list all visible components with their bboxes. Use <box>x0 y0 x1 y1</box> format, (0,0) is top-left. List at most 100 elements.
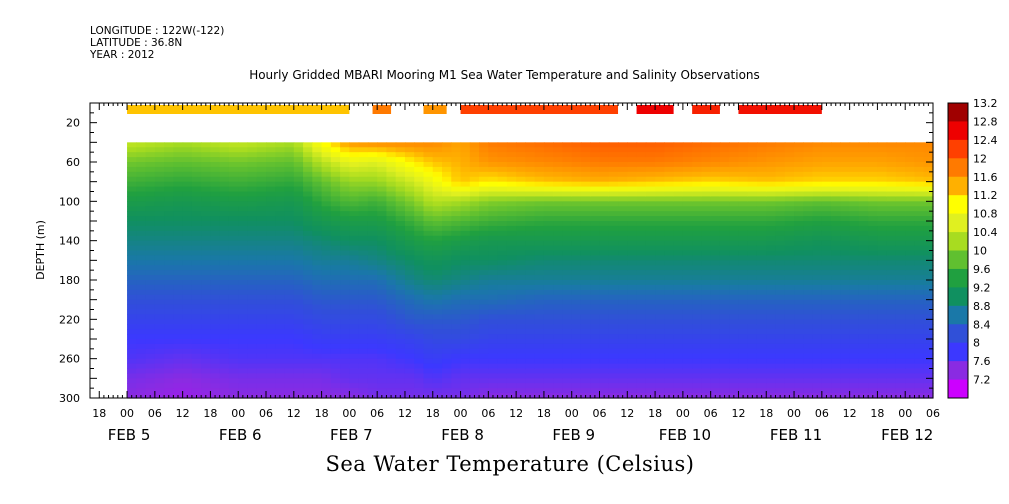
temperature-cell <box>710 353 721 360</box>
temperature-cell <box>636 245 647 252</box>
temperature-cell <box>358 176 369 183</box>
temperature-cell <box>182 309 193 316</box>
temperature-cell <box>442 191 452 198</box>
temperature-cell <box>516 280 526 286</box>
temperature-cell <box>506 304 517 311</box>
temperature-cell <box>701 260 712 266</box>
temperature-cell <box>395 221 406 227</box>
temperature-cell <box>877 368 888 375</box>
temperature-cell <box>636 255 647 261</box>
temperature-cell <box>877 230 888 237</box>
temperature-cell <box>858 299 869 306</box>
temperature-cell <box>553 363 564 370</box>
temperature-cell <box>655 196 665 202</box>
temperature-cell <box>191 339 202 345</box>
temperature-cell <box>803 157 814 163</box>
temperature-cell <box>423 211 434 217</box>
temperature-cell <box>803 221 814 227</box>
temperature-cell <box>655 250 665 257</box>
temperature-cell <box>266 191 276 198</box>
temperature-cell <box>525 314 536 320</box>
temperature-cell <box>330 324 341 330</box>
temperature-cell <box>627 152 638 158</box>
temperature-cell <box>210 216 221 222</box>
temperature-cell <box>599 358 610 365</box>
temperature-cell <box>914 373 925 379</box>
temperature-cell <box>330 275 341 281</box>
temperature-cell <box>729 284 740 291</box>
temperature-cell <box>562 191 573 198</box>
temperature-cell <box>701 334 712 340</box>
temperature-cell <box>914 201 925 207</box>
temperature-cell <box>618 157 628 163</box>
temperature-cell <box>710 373 721 379</box>
temperature-cell <box>525 329 536 335</box>
temperature-cell <box>136 358 147 365</box>
temperature-cell <box>497 388 508 394</box>
temperature-cell <box>275 250 286 257</box>
temperature-cell <box>238 186 249 193</box>
temperature-cell <box>580 142 591 148</box>
temperature-cell <box>516 388 526 394</box>
temperature-cell <box>655 201 665 207</box>
temperature-cell <box>349 166 360 173</box>
temperature-cell <box>247 152 258 158</box>
temperature-cell <box>460 309 471 316</box>
temperature-cell <box>794 240 804 247</box>
latitude-label: LATITUDE : 36.8N <box>90 37 183 49</box>
temperature-cell <box>756 260 767 266</box>
temperature-cell <box>210 299 221 306</box>
temperature-cell <box>173 304 184 311</box>
temperature-cell <box>275 280 286 286</box>
temperature-cell <box>210 339 221 345</box>
temperature-cell <box>238 280 249 286</box>
temperature-cell <box>284 206 295 212</box>
temperature-cell <box>266 334 276 340</box>
temperature-cell <box>868 383 879 389</box>
temperature-cell <box>710 329 721 335</box>
temperature-cell <box>423 216 434 222</box>
temperature-cell <box>590 206 601 212</box>
temperature-cell <box>275 299 286 306</box>
temperature-cell <box>182 304 193 311</box>
temperature-cell <box>275 206 286 212</box>
temperature-cell <box>738 275 749 281</box>
temperature-cell <box>247 176 258 183</box>
temperature-cell <box>784 334 795 340</box>
temperature-cell <box>404 216 415 222</box>
temperature-cell <box>479 299 489 306</box>
temperature-cell <box>664 186 675 193</box>
temperature-cell <box>145 171 156 178</box>
temperature-cell <box>395 284 406 291</box>
temperature-cell <box>423 230 434 237</box>
temperature-cell <box>553 378 564 384</box>
temperature-cell <box>173 348 184 355</box>
temperature-cell <box>497 378 508 384</box>
temperature-cell <box>238 211 249 217</box>
temperature-cell <box>525 368 536 375</box>
temperature-cell <box>358 240 369 247</box>
temperature-cell <box>784 201 795 207</box>
temperature-cell <box>479 280 489 286</box>
temperature-cell <box>645 373 656 379</box>
temperature-cell <box>710 240 721 247</box>
temperature-cell <box>682 304 693 311</box>
temperature-cell <box>404 348 415 355</box>
temperature-cell <box>895 176 906 183</box>
temperature-cell <box>543 225 554 232</box>
temperature-cell <box>303 152 313 158</box>
temperature-cell <box>886 250 897 257</box>
temperature-cell <box>330 289 341 296</box>
temperature-cell <box>330 358 341 365</box>
temperature-cell <box>201 353 212 360</box>
temperature-cell <box>173 162 184 168</box>
temperature-cell <box>914 171 925 178</box>
temperature-cell <box>340 299 350 306</box>
temperature-cell <box>608 275 619 281</box>
temperature-cell <box>228 230 239 237</box>
temperature-cell <box>266 309 276 316</box>
temperature-cell <box>543 363 554 370</box>
temperature-cell <box>340 304 350 311</box>
temperature-cell <box>608 216 619 222</box>
